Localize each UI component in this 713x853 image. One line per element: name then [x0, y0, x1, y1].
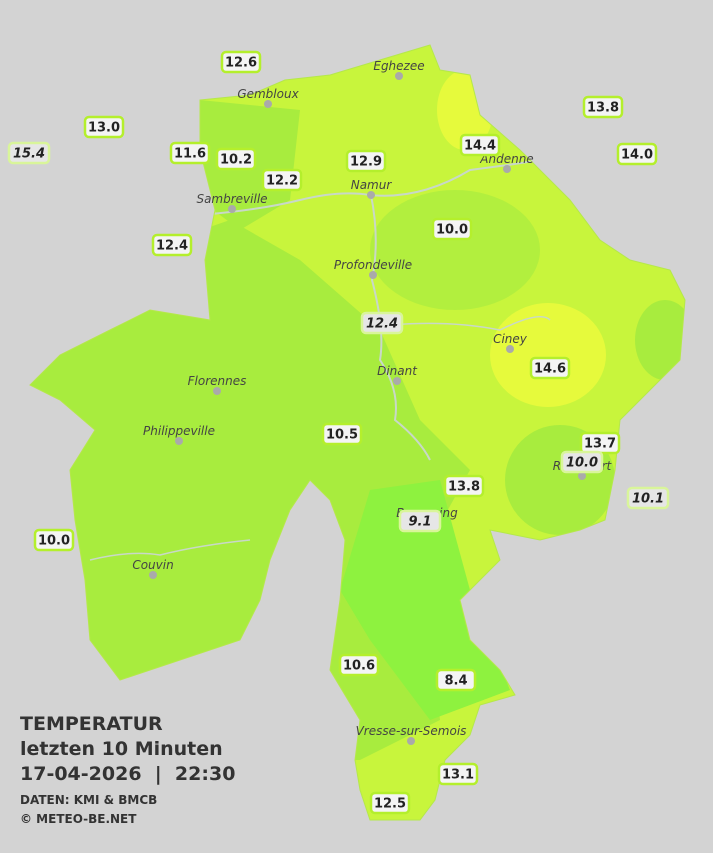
legend-source: DATEN: KMI & BMCB: [20, 793, 157, 807]
station-box: [151, 233, 193, 257]
city-label: Vresse-sur-Semois: [356, 724, 467, 738]
city-label: Couvin: [132, 558, 173, 572]
legend: TEMPERATUR letzten 10 Minuten 17-04-2026…: [20, 713, 235, 826]
city-label: Profondeville: [334, 258, 412, 272]
station-reading: 13.1: [442, 768, 474, 783]
station-box: [582, 95, 624, 119]
city-label: Florennes: [188, 374, 247, 388]
station-reading: 12.2: [266, 174, 298, 189]
station-reading: 14.4: [464, 139, 496, 154]
legend-datetime: 17-04-2026 | 22:30: [20, 763, 235, 785]
city-label: Gembloux: [237, 87, 299, 101]
station-box: [33, 528, 75, 552]
station-reading: 10.0: [566, 456, 598, 471]
station-reading: 14.0: [621, 148, 653, 163]
city-dot: [264, 100, 272, 108]
station-box: [626, 486, 670, 510]
city-dot: [228, 205, 236, 213]
station-box: [560, 450, 604, 474]
station-box: [529, 356, 571, 380]
city-label: Namur: [351, 178, 393, 192]
city-dot: [506, 345, 514, 353]
station-box: [360, 311, 404, 335]
station-reading: 8.4: [444, 674, 467, 689]
city-dot: [175, 437, 183, 445]
station-reading: 10.0: [436, 223, 468, 238]
city-label: Philippeville: [143, 424, 215, 438]
city-dot: [395, 72, 403, 80]
city-label: Ciney: [493, 332, 528, 346]
city-dot: [503, 165, 511, 173]
station-box: [220, 50, 262, 74]
station-box: [431, 217, 473, 241]
station-reading: 13.0: [88, 121, 120, 136]
station-reading: 12.6: [225, 56, 257, 71]
station-reading: 10.0: [38, 534, 70, 549]
legend-subtitle: letzten 10 Minuten: [20, 738, 223, 760]
stations: 12.6 13.0 15.4 11.6 10.2 12.2 12.9 13.8 14.4 14.0…: [7, 50, 670, 815]
station-reading: 10.6: [343, 659, 375, 674]
station-box: [338, 653, 380, 677]
legend-title: TEMPERATUR: [20, 713, 163, 735]
city-dot: [578, 472, 586, 480]
station-box: [616, 142, 658, 166]
station-box: [261, 168, 303, 192]
station-box: [435, 668, 477, 692]
station-box: [169, 141, 211, 165]
station-reading: 12.4: [366, 317, 398, 332]
station-reading: 9.1: [408, 515, 431, 530]
station-reading: 11.6: [174, 147, 206, 162]
city-label: Dinant: [377, 364, 418, 378]
station-reading: 10.2: [220, 153, 252, 168]
city-dot: [407, 737, 415, 745]
station-reading: 14.6: [534, 362, 566, 377]
station-reading: 13.8: [448, 480, 480, 495]
station-box: [369, 791, 411, 815]
station-reading: 12.4: [156, 239, 188, 254]
station-reading: 10.5: [326, 428, 358, 443]
station-box: [443, 474, 485, 498]
city-label: Eghezee: [373, 59, 424, 73]
station-box: [83, 115, 125, 139]
station-reading: 12.9: [350, 155, 382, 170]
station-reading: 12.5: [374, 797, 406, 812]
city-dot: [393, 377, 401, 385]
city-dot: [149, 571, 157, 579]
city-dot: [213, 387, 221, 395]
legend-copyright: © METEO-BE.NET: [20, 812, 137, 826]
station-box: [459, 133, 501, 157]
station-reading: 13.8: [587, 101, 619, 116]
station-reading: 10.1: [632, 492, 664, 507]
station-box: [345, 149, 387, 173]
city-label: Sambreville: [196, 192, 267, 206]
city-dot: [367, 191, 375, 199]
station-box: [398, 509, 442, 533]
station-box: [321, 422, 363, 446]
station-box: [215, 147, 257, 171]
city-dot: [369, 271, 377, 279]
station-box: [437, 762, 479, 786]
station-reading: 15.4: [13, 147, 45, 162]
station-reading: 13.7: [584, 437, 616, 452]
station-box: [7, 141, 51, 165]
